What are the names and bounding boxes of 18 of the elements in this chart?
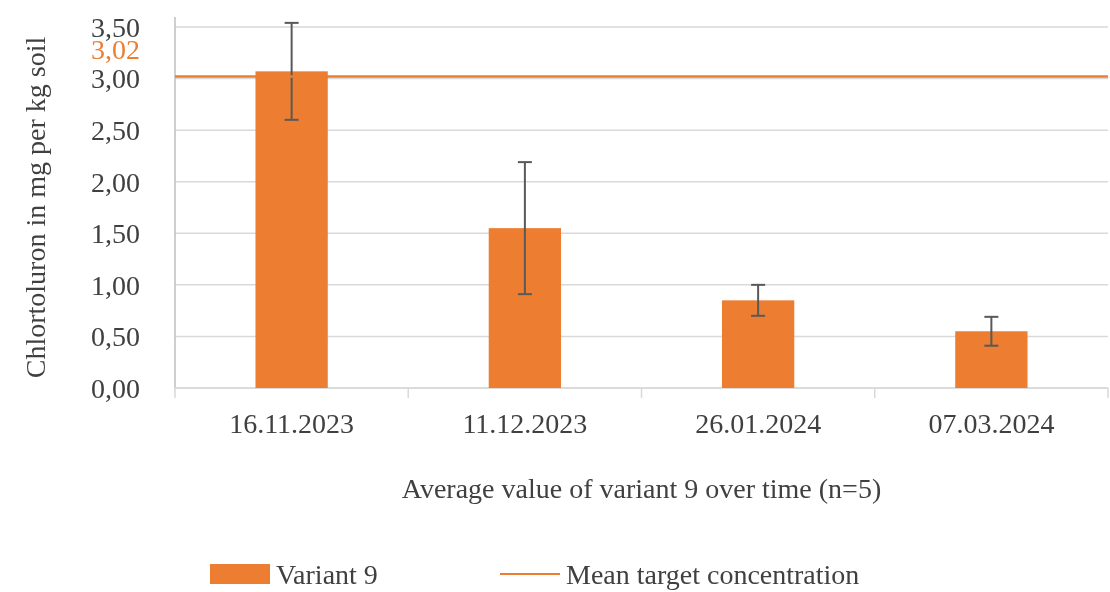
x-axis-title: Average value of variant 9 over time (n=5)	[401, 473, 882, 504]
x-tick-label: 11.12.2023	[462, 408, 588, 439]
y-tick-label: 1,50	[91, 218, 140, 250]
bar	[488, 228, 562, 388]
y-tick-label: 2,00	[91, 166, 140, 198]
legend-label: Mean target concentration	[566, 558, 860, 590]
legend-label: Variant 9	[276, 558, 378, 590]
y-axis-title: Chlortoluron in mg per kg soil	[20, 36, 51, 379]
y-tick-label: 1,00	[91, 269, 140, 301]
y-tick-label: 2,50	[91, 114, 140, 146]
y-tick-label: 0,50	[91, 321, 140, 353]
x-tick-label: 07.03.2024	[928, 408, 1055, 439]
y-tick-label: 0,00	[91, 372, 140, 404]
x-tick-label: 26.01.2024	[695, 408, 822, 439]
y-tick-label: 3,00	[91, 63, 140, 95]
x-tick-label: 16.11.2023	[229, 408, 355, 439]
bar	[955, 331, 1028, 388]
bar	[721, 300, 795, 388]
